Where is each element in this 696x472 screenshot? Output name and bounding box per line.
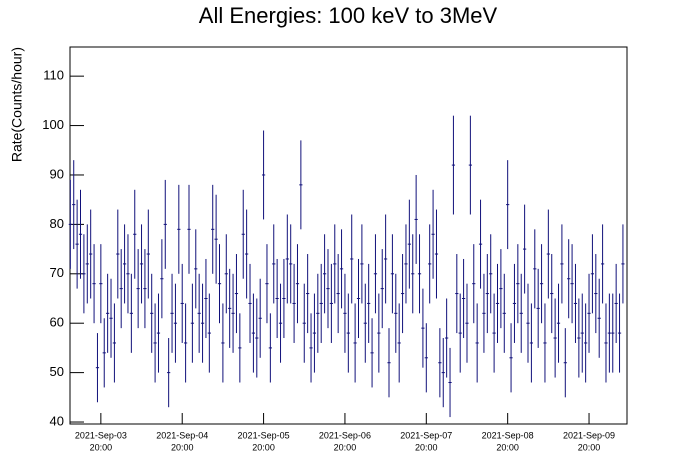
y-tick-label: 50	[50, 364, 64, 379]
x-tick-label: 2021-Sep-06	[319, 430, 371, 440]
y-tick-label: 70	[50, 265, 64, 280]
y-tick-label: 110	[43, 68, 64, 83]
x-tick-label: 20:00	[171, 442, 194, 452]
x-tick-label: 2021-Sep-05	[238, 430, 290, 440]
y-tick-label: 80	[50, 216, 64, 231]
x-tick-label: 20:00	[90, 442, 113, 452]
x-tick-label: 2021-Sep-07	[400, 430, 452, 440]
x-tick-label: 20:00	[252, 442, 275, 452]
chart-title: All Energies: 100 keV to 3MeV	[199, 3, 498, 28]
x-tick-label: 2021-Sep-04	[156, 430, 208, 440]
x-tick-label: 2021-Sep-09	[563, 430, 615, 440]
y-tick-label: 90	[50, 166, 64, 181]
x-tick-label: 20:00	[578, 442, 601, 452]
y-axis-label: Rate(Counts/hour)	[9, 47, 25, 162]
x-tick-label: 20:00	[415, 442, 438, 452]
x-tick-label: 2021-Sep-03	[75, 430, 127, 440]
y-tick-label: 100	[42, 117, 64, 132]
y-tick-label: 40	[50, 413, 64, 428]
x-tick-label: 20:00	[334, 442, 357, 452]
x-tick-label: 20:00	[496, 442, 519, 452]
y-tick-label: 60	[50, 315, 64, 330]
x-tick-label: 2021-Sep-08	[482, 430, 534, 440]
